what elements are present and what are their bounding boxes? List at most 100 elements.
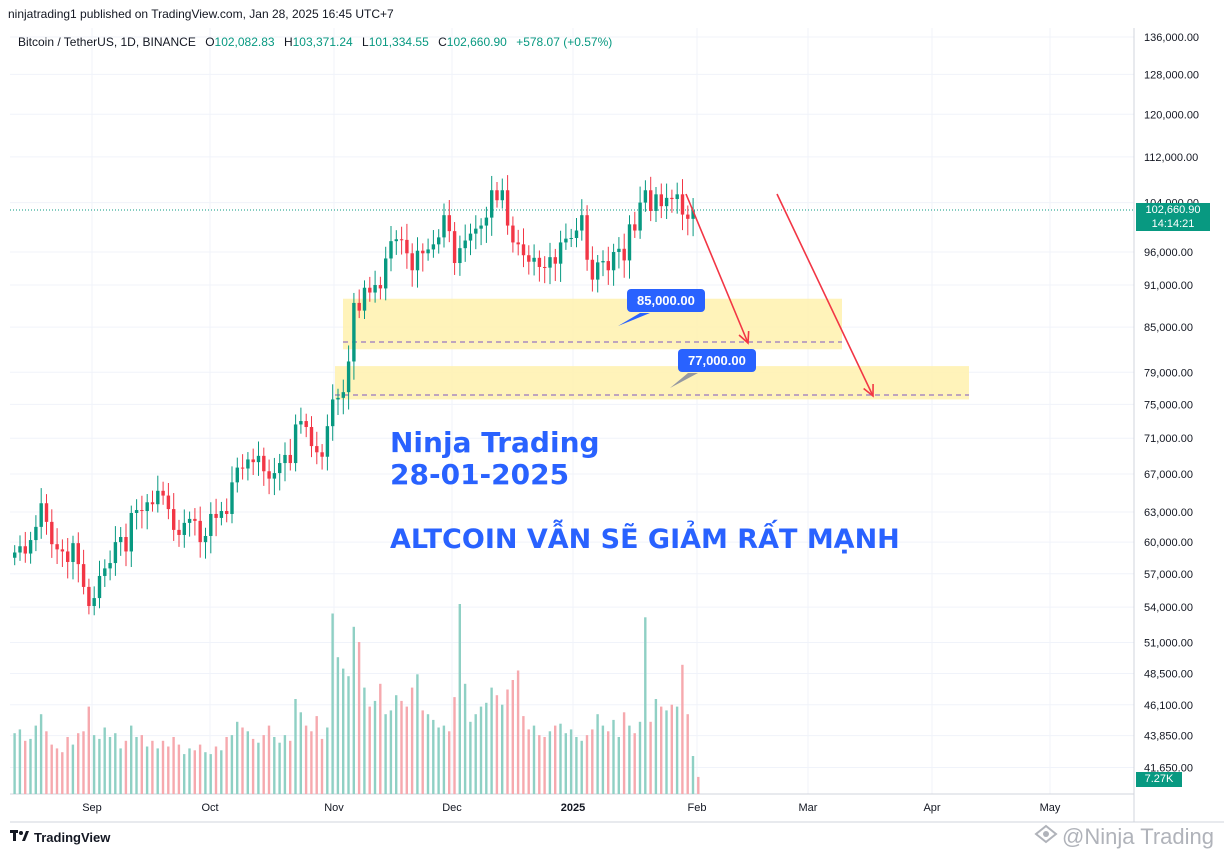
- volume-bar: [151, 740, 154, 794]
- volume-bar: [114, 733, 117, 794]
- candle-body: [437, 237, 441, 245]
- volume-bar: [660, 706, 663, 794]
- support-zone-77k: [335, 366, 969, 400]
- candle-body: [177, 529, 181, 535]
- plot-area: [10, 28, 1134, 794]
- change-value: +578.07 (+0.57%): [516, 35, 613, 49]
- candle-body: [161, 490, 165, 496]
- candle-body: [505, 190, 510, 226]
- candle-body: [638, 202, 642, 231]
- volume-bar: [453, 697, 456, 794]
- volume-bar: [675, 706, 679, 794]
- tradingview-logo[interactable]: TradingView: [10, 830, 110, 845]
- candle-body: [394, 239, 398, 242]
- volume-bar: [585, 735, 589, 794]
- volume-bar: [278, 742, 281, 794]
- y-tick-label: 96,000.00: [1144, 247, 1193, 259]
- volume-bar: [283, 735, 287, 794]
- volume-bar: [183, 754, 186, 794]
- candle-body: [341, 392, 345, 398]
- volume-bar: [463, 683, 467, 794]
- annotation-author: Ninja Trading: [390, 426, 600, 459]
- volume-bar: [421, 710, 424, 794]
- candle-body: [325, 426, 330, 457]
- candle-body: [256, 455, 261, 463]
- volume-bar: [50, 744, 53, 794]
- volume-bar: [294, 699, 297, 794]
- candle-body: [389, 241, 393, 259]
- volume-bar: [124, 740, 128, 794]
- volume-bar: [432, 719, 435, 794]
- volume-bar: [82, 731, 85, 794]
- candle-body: [267, 471, 271, 479]
- candle-body: [251, 459, 255, 463]
- tradingview-logo-text: TradingView: [34, 830, 111, 845]
- candle-body: [452, 231, 457, 264]
- volume-bar: [628, 725, 631, 794]
- volume-bar: [225, 737, 228, 794]
- y-tick-label: 43,850.00: [1144, 731, 1193, 743]
- y-tick-label: 41,650.00: [1144, 762, 1193, 774]
- candle-body: [490, 190, 494, 218]
- candle-body: [643, 190, 648, 203]
- y-tick-label: 91,000.00: [1144, 280, 1193, 292]
- candle-body: [134, 510, 139, 513]
- volume-bar: [214, 746, 218, 794]
- forecast-arrow-1-shaft: [685, 193, 749, 344]
- candle-body: [262, 455, 266, 472]
- watermark-icon: [1034, 824, 1058, 850]
- candle-body: [39, 503, 43, 527]
- volume-bar: [167, 746, 170, 794]
- candle-body: [219, 511, 224, 518]
- candle-body: [537, 257, 542, 267]
- volume-bar: [469, 721, 472, 794]
- x-tick-label: Apr: [923, 802, 940, 814]
- x-tick-label: 2025: [561, 802, 585, 814]
- candle-body: [659, 194, 663, 207]
- candle-body: [426, 249, 430, 254]
- volume-bar: [644, 617, 647, 794]
- candle-body: [553, 257, 557, 264]
- candle-body: [140, 510, 144, 512]
- candle-body: [13, 552, 17, 558]
- zone-77k-callout[interactable]: 77,000.00: [678, 349, 756, 372]
- high-value: 103,371.24: [292, 35, 353, 49]
- candle-body: [474, 228, 478, 234]
- volume-bar: [352, 626, 355, 794]
- volume-bar: [670, 704, 673, 794]
- high-label: H: [283, 35, 293, 49]
- candle-body: [675, 194, 679, 200]
- volume-bar: [527, 729, 530, 794]
- candle-body: [235, 467, 239, 483]
- x-tick-label: Sep: [82, 802, 102, 814]
- candle-body: [172, 509, 176, 530]
- candle-body: [633, 224, 637, 231]
- y-tick-label: 79,000.00: [1144, 367, 1193, 379]
- candle-body: [103, 568, 107, 576]
- volume-bar: [485, 702, 488, 794]
- volume-bar: [596, 714, 599, 794]
- y-tick-label: 48,500.00: [1144, 668, 1193, 680]
- volume-bar: [622, 712, 626, 794]
- annotation-date: 28-01-2025: [390, 458, 570, 491]
- candle-body: [336, 397, 340, 400]
- volume-bar: [45, 731, 48, 794]
- y-tick-label: 71,000.00: [1144, 433, 1193, 445]
- volume-bar: [384, 714, 387, 794]
- volume-bar: [257, 742, 260, 794]
- countdown-tag: 14:14:21: [1136, 217, 1210, 231]
- volume-bar: [363, 687, 366, 794]
- candle-body: [686, 214, 690, 219]
- volume-bar: [220, 750, 223, 794]
- volume-bar: [310, 731, 313, 794]
- candle-body: [76, 543, 80, 565]
- volume-bar: [580, 740, 583, 794]
- volume-bar: [501, 704, 504, 794]
- zone-85k-callout[interactable]: 85,000.00: [627, 289, 705, 312]
- volume-bar: [24, 740, 27, 794]
- volume-bar: [140, 735, 143, 794]
- x-tick-label: May: [1040, 802, 1061, 814]
- ninja-watermark: @Ninja Trading: [1034, 824, 1214, 850]
- volume-bar: [532, 725, 536, 794]
